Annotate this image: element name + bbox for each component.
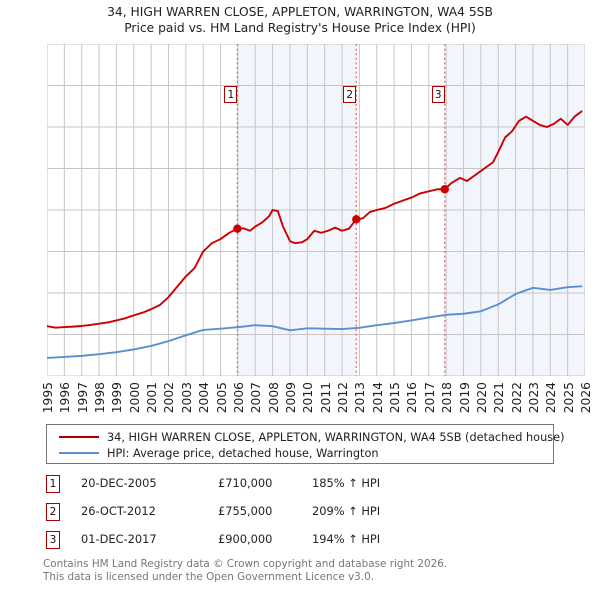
x-axis-tick-label: 2007 — [249, 382, 264, 414]
x-axis-tick-label: 2020 — [474, 382, 489, 414]
chart-marker-badge-1: 1 — [224, 86, 238, 103]
sale-date: 01-DEC-2017 — [81, 532, 157, 546]
x-axis-tick-label: 2001 — [145, 382, 160, 414]
x-axis-tick-label: 2016 — [405, 382, 420, 414]
x-axis-tick-label: 2014 — [370, 382, 385, 414]
x-axis-tick-label: 2026 — [579, 382, 593, 414]
x-axis-tick-label: 2022 — [509, 382, 524, 414]
footer-attribution: Contains HM Land Registry data © Crown c… — [43, 558, 563, 583]
x-axis-tick-label: 2017 — [422, 382, 437, 414]
table-row: 1 20-DEC-2005 £710,000 185% ↑ HPI — [46, 472, 566, 500]
x-axis-tick-label: 1995 — [41, 382, 55, 414]
footer-line-2: This data is licensed under the Open Gov… — [43, 570, 375, 583]
legend-item-property: 34, HIGH WARREN CLOSE, APPLETON, WARRING… — [53, 429, 565, 445]
x-axis-tick-label: 2019 — [457, 382, 472, 414]
legend-label-hpi: HPI: Average price, detached house, Warr… — [107, 446, 379, 460]
sale-hpi-delta: 209% ↑ HPI — [312, 504, 381, 518]
x-axis-tick-label: 2012 — [336, 382, 351, 414]
footer-line-1: Contains HM Land Registry data © Crown c… — [43, 558, 448, 570]
x-axis-tick-label: 1998 — [93, 382, 108, 414]
x-axis-tick-label: 2005 — [214, 382, 229, 414]
x-axis-tick-label: 2015 — [388, 382, 403, 414]
x-axis-tick-label: 2011 — [318, 382, 333, 414]
sale-price: £900,000 — [218, 532, 273, 546]
chart-area: £0£200K£400K£600K£800K£1M£1.2M£1.4M£1.6M… — [0, 38, 600, 413]
page-title: 34, HIGH WARREN CLOSE, APPLETON, WARRING… — [107, 5, 493, 19]
x-axis-tick-label: 2013 — [353, 382, 368, 414]
x-axis-tick-label: 2003 — [179, 382, 194, 414]
x-axis-tick-label: 1999 — [110, 382, 125, 414]
sale-date: 20-DEC-2005 — [81, 476, 157, 490]
x-axis-tick-label: 2018 — [440, 382, 455, 414]
sales-table: 1 20-DEC-2005 £710,000 185% ↑ HPI 2 26-O… — [46, 472, 566, 556]
chart-marker-badge-2: 2 — [343, 86, 357, 103]
table-row: 2 26-OCT-2012 £755,000 209% ↑ HPI — [46, 500, 566, 528]
sale-date: 26-OCT-2012 — [81, 504, 156, 518]
x-axis-tick-label: 2006 — [231, 382, 246, 414]
legend-label-property: 34, HIGH WARREN CLOSE, APPLETON, WARRING… — [107, 430, 565, 444]
x-axis-tick-label: 2002 — [162, 382, 177, 414]
x-axis-tick-label: 1996 — [58, 382, 73, 414]
table-row: 3 01-DEC-2017 £900,000 194% ↑ HPI — [46, 528, 566, 556]
sale-price: £710,000 — [218, 476, 273, 490]
chart-svg — [47, 44, 585, 376]
chart-title-block: 34, HIGH WARREN CLOSE, APPLETON, WARRING… — [0, 4, 600, 36]
legend-item-hpi: HPI: Average price, detached house, Warr… — [53, 445, 547, 461]
sale-index-badge: 3 — [46, 531, 60, 549]
sale-price: £755,000 — [218, 504, 273, 518]
x-axis-tick-label: 2004 — [197, 382, 212, 414]
page-subtitle: Price paid vs. HM Land Registry's House … — [124, 21, 476, 35]
x-axis-tick-label: 2024 — [544, 382, 559, 414]
x-axis-tick-label: 2023 — [526, 382, 541, 414]
legend-swatch-property — [59, 436, 99, 438]
sale-hpi-delta: 185% ↑ HPI — [312, 476, 381, 490]
x-axis-labels: 1995 1996 1997 1998 1999 2000 2001 2002 2003 2004… — [41, 382, 593, 426]
sale-hpi-delta: 194% ↑ HPI — [312, 532, 381, 546]
x-axis-tick-label: 1997 — [75, 382, 90, 414]
x-axis-tick-label: 2021 — [492, 382, 507, 414]
legend-swatch-hpi — [59, 452, 99, 454]
sale-index-badge: 1 — [46, 475, 60, 493]
sale-index-badge: 2 — [46, 503, 60, 521]
plot-area: 1 2 3 — [47, 44, 585, 376]
x-axis-tick-label: 2009 — [283, 382, 298, 414]
x-axis-tick-label: 2000 — [127, 382, 142, 414]
x-axis-tick-label: 2025 — [561, 382, 576, 414]
x-axis-tick-label: 2008 — [266, 382, 281, 414]
chart-legend: 34, HIGH WARREN CLOSE, APPLETON, WARRING… — [46, 424, 565, 464]
x-axis-tick-label: 2010 — [301, 382, 316, 414]
chart-marker-badge-3: 3 — [431, 86, 445, 103]
